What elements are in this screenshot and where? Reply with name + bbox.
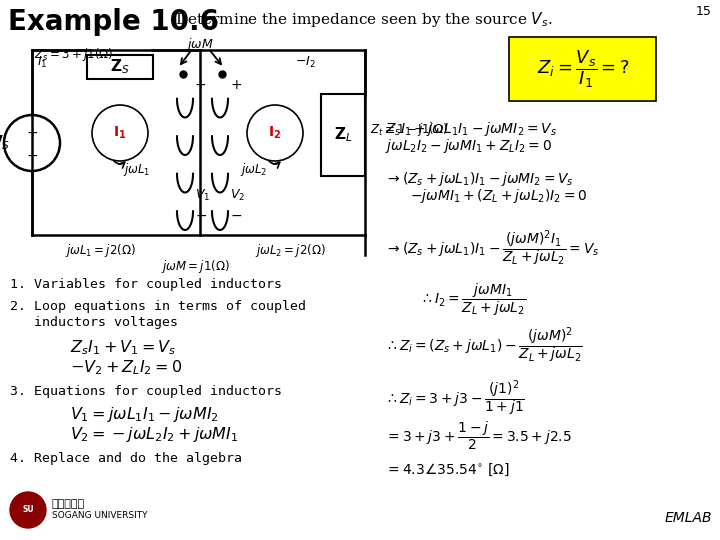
Text: $\rightarrow (Z_s + j\omega L_1)I_1 - \dfrac{(j\omega M)^2 I_1}{Z_L + j\omega L_: $\rightarrow (Z_s + j\omega L_1)I_1 - \d…: [385, 228, 600, 268]
Text: Determine the impedance seen by the source $V_s$.: Determine the impedance seen by the sour…: [175, 10, 553, 29]
Text: $\rightarrow (Z_s + j\omega L_1)I_1 - j\omega M I_2 = V_s$: $\rightarrow (Z_s + j\omega L_1)I_1 - j\…: [385, 170, 574, 188]
Text: +: +: [230, 78, 242, 92]
Text: $V_2$: $V_2$: [230, 187, 246, 202]
Text: $\mathbf{I_2}$: $\mathbf{I_2}$: [269, 125, 282, 141]
Text: $j\omega L_2 I_2 - j\omega M I_1 + Z_L I_2 = 0$: $j\omega L_2 I_2 - j\omega M I_1 + Z_L I…: [385, 137, 552, 155]
Text: inductors voltages: inductors voltages: [10, 316, 178, 329]
Text: $-I_2$: $-I_2$: [295, 55, 316, 70]
Text: $-$: $-$: [26, 148, 38, 162]
FancyBboxPatch shape: [509, 37, 656, 101]
FancyBboxPatch shape: [87, 55, 153, 79]
Text: $j\omega L_2$: $j\omega L_2$: [240, 161, 267, 179]
Text: $I_1$: $I_1$: [37, 55, 48, 70]
Text: 15: 15: [696, 5, 712, 18]
Text: $V_1$: $V_1$: [195, 187, 210, 202]
Text: Example 10.6: Example 10.6: [8, 8, 219, 36]
Text: 서강대학교: 서강대학교: [52, 499, 85, 509]
Text: $j\omega L_1 = j2(\Omega)$: $j\omega L_1 = j2(\Omega)$: [65, 242, 135, 259]
Text: $j\omega M = j1(\Omega)$: $j\omega M = j1(\Omega)$: [161, 258, 230, 275]
Text: $V_1 = j\omega L_1 I_1 - j\omega M I_2$: $V_1 = j\omega L_1 I_1 - j\omega M I_2$: [70, 405, 219, 424]
Text: SU: SU: [22, 505, 34, 515]
Text: $Z_s = 3 + j1(\Omega)$: $Z_s = 3 + j1(\Omega)$: [34, 46, 113, 63]
Text: $\therefore Z_i = 3 + j3 - \dfrac{(j1)^2}{1 + j1}$: $\therefore Z_i = 3 + j3 - \dfrac{(j1)^2…: [385, 378, 525, 418]
Text: $j\omega M$: $j\omega M$: [186, 36, 214, 53]
Text: +: +: [195, 78, 207, 92]
Text: $\therefore Z_i = (Z_s + j\omega L_1) - \dfrac{(j\omega M)^2}{Z_L + j\omega L_2}: $\therefore Z_i = (Z_s + j\omega L_1) - …: [385, 325, 582, 365]
Text: $\mathbf{Z}_L$: $\mathbf{Z}_L$: [334, 126, 352, 144]
Text: $V_2 = -j\omega L_2 I_2 + j\omega M I_1$: $V_2 = -j\omega L_2 I_2 + j\omega M I_1$: [70, 425, 238, 444]
Text: 3. Equations for coupled inductors: 3. Equations for coupled inductors: [10, 385, 282, 398]
Text: $-$: $-$: [195, 208, 207, 222]
Text: $j\omega L_2 = j2(\Omega)$: $j\omega L_2 = j2(\Omega)$: [255, 242, 325, 259]
Text: $-V_2 + Z_L I_2 = 0$: $-V_2 + Z_L I_2 = 0$: [70, 358, 182, 377]
Text: 1. Variables for coupled inductors: 1. Variables for coupled inductors: [10, 278, 282, 291]
Circle shape: [10, 492, 46, 528]
Text: $Z_s I_1 + V_1 = V_s$: $Z_s I_1 + V_1 = V_s$: [70, 338, 176, 357]
Text: $= 4.3\angle 35.54^{\circ}\ [\Omega]$: $= 4.3\angle 35.54^{\circ}\ [\Omega]$: [385, 462, 510, 478]
Text: $-j\omega M I_1 + (Z_L + j\omega L_2)I_2 = 0$: $-j\omega M I_1 + (Z_L + j\omega L_2)I_2…: [410, 187, 588, 205]
Text: $\therefore I_2 = \dfrac{j\omega M I_1}{Z_L + j\omega L_2}$: $\therefore I_2 = \dfrac{j\omega M I_1}{…: [420, 282, 526, 319]
Text: $\mathbf{V}_S$: $\mathbf{V}_S$: [0, 133, 10, 152]
Text: SOGANG UNIVERSITY: SOGANG UNIVERSITY: [52, 511, 148, 521]
Text: EMLAB: EMLAB: [665, 511, 712, 525]
Text: $\mathbf{I_1}$: $\mathbf{I_1}$: [113, 125, 127, 141]
Text: +: +: [26, 126, 38, 140]
FancyBboxPatch shape: [321, 94, 365, 176]
Text: $-$: $-$: [230, 208, 242, 222]
Text: $Z_s I_1 + j\omega L_1 I_1 - j\omega M I_2 = V_s$: $Z_s I_1 + j\omega L_1 I_1 - j\omega M I…: [385, 120, 557, 138]
Text: $= 3 + j3 + \dfrac{1-j}{2} = 3.5 + j2.5$: $= 3 + j3 + \dfrac{1-j}{2} = 3.5 + j2.5$: [385, 420, 572, 453]
Text: $\mathbf{Z}_S$: $\mathbf{Z}_S$: [110, 58, 130, 76]
Text: $Z_i = \dfrac{V_s}{I_1} =?$: $Z_i = \dfrac{V_s}{I_1} =?$: [536, 48, 629, 90]
Text: 4. Replace and do the algebra: 4. Replace and do the algebra: [10, 452, 242, 465]
Text: $Z_t = 1 - j1(\Omega)$: $Z_t = 1 - j1(\Omega)$: [370, 122, 448, 138]
Text: $j\omega L_1$: $j\omega L_1$: [122, 161, 150, 179]
Text: 2. Loop equations in terms of coupled: 2. Loop equations in terms of coupled: [10, 300, 306, 313]
